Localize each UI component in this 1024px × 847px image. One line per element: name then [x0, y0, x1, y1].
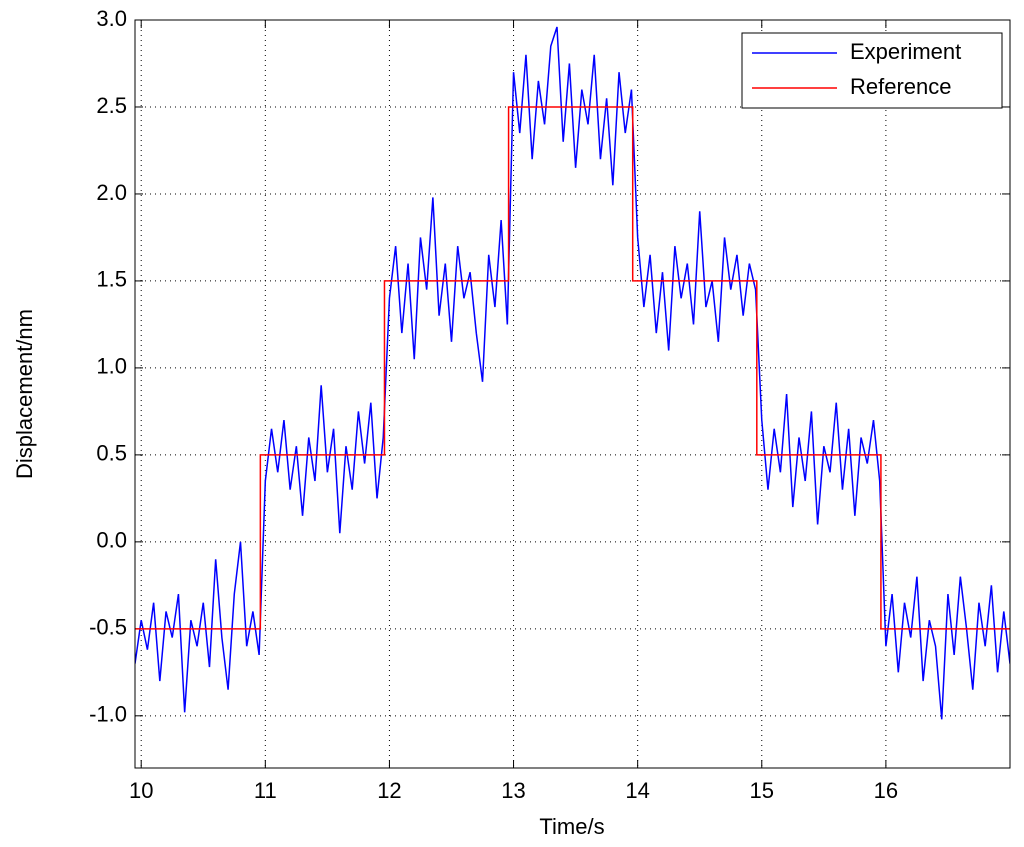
y-tick-label: 2.5 — [96, 93, 127, 118]
legend-label: Experiment — [850, 39, 961, 64]
series-line — [135, 26, 1010, 720]
y-tick-label: 3.0 — [96, 6, 127, 31]
x-tick-label: 12 — [377, 778, 401, 803]
y-axis-label: Displacement/nm — [12, 309, 37, 479]
y-tick-label: -0.5 — [89, 615, 127, 640]
y-tick-label: 0.0 — [96, 528, 127, 553]
x-tick-label: 16 — [874, 778, 898, 803]
x-axis-label: Time/s — [539, 814, 604, 839]
plot-frame — [134, 19, 1011, 769]
y-tick-label: 2.0 — [96, 180, 127, 205]
series-line — [135, 106, 1010, 630]
x-tick-label: 11 — [254, 778, 277, 803]
legend-label: Reference — [850, 74, 952, 99]
y-tick-label: 1.5 — [96, 267, 127, 292]
x-tick-label: 10 — [129, 778, 153, 803]
x-tick-label: 14 — [625, 778, 649, 803]
y-tick-label: -1.0 — [89, 702, 127, 727]
legend-box — [741, 32, 1003, 109]
x-tick-label: 15 — [750, 778, 774, 803]
y-tick-label: 1.0 — [96, 354, 127, 379]
y-tick-label: 0.5 — [96, 441, 127, 466]
x-tick-label: 13 — [501, 778, 525, 803]
